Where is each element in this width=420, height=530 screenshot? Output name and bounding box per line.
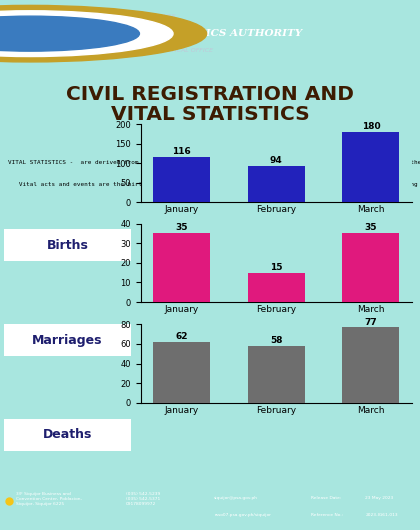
FancyBboxPatch shape [4,419,131,451]
Text: 3/F Siquijor Business and
Convention Center, Poblacion,
Siquijor, Siquijor 6225: 3/F Siquijor Business and Convention Cen… [16,492,82,506]
Text: Births: Births [47,238,89,252]
Circle shape [0,11,173,57]
Bar [248,346,304,403]
Text: PHILIPPINE STATISTICS AUTHORITY: PHILIPPINE STATISTICS AUTHORITY [80,29,302,38]
Bar [248,165,304,202]
Circle shape [0,16,139,51]
Text: Reference No.:: Reference No.: [311,513,343,517]
Text: Release Date:: Release Date: [311,496,341,500]
Bar [342,132,399,202]
Circle shape [0,5,207,62]
Bar [153,342,210,403]
Text: SIQUIJOR PROVINCIAL STATISTICAL OFFICE: SIQUIJOR PROVINCIAL STATISTICAL OFFICE [80,48,213,53]
FancyBboxPatch shape [4,324,131,356]
Text: CIVIL REGISTRATION AND: CIVIL REGISTRATION AND [66,85,354,104]
Text: 2023: 2023 [199,150,221,159]
Bar [153,233,210,302]
Text: REPUBLIC OF THE PHILIPPINES: REPUBLIC OF THE PHILIPPINES [80,14,176,19]
Text: Marriages: Marriages [32,333,103,347]
Text: 62: 62 [175,332,188,341]
Text: (035) 542-5239
(035) 542-5371
09178099972: (035) 542-5239 (035) 542-5371 0917809997… [126,492,160,506]
Text: siquijor@psa.gov.ph: siquijor@psa.gov.ph [214,496,258,500]
Text: VITAL STATISTICS -  are derived from information obtained at the time when the o: VITAL STATISTICS - are derived from info… [8,160,420,165]
Text: 58: 58 [270,336,282,345]
Text: 35: 35 [175,224,188,233]
Text: 94: 94 [270,156,283,165]
Text: 1st Quarter: 1st Quarter [147,128,273,146]
Text: 2023-IG61-013: 2023-IG61-013 [365,513,398,517]
Text: 23 May 2023: 23 May 2023 [365,496,394,500]
Bar [248,272,304,302]
Bar [342,328,399,403]
Text: Deaths: Deaths [43,428,92,441]
Text: 180: 180 [362,122,380,131]
Text: 15: 15 [270,263,282,272]
Bar [342,233,399,302]
Text: VITAL STATISTICS: VITAL STATISTICS [110,105,310,124]
Text: 35: 35 [365,224,377,233]
FancyBboxPatch shape [4,229,131,261]
Bar [153,157,210,202]
Text: Vital acts and events are the births, deaths, fetal deaths, marriages, and all s: Vital acts and events are the births, de… [8,182,420,187]
Text: 116: 116 [172,147,191,156]
Text: 77: 77 [365,317,377,326]
Text: rsso07.psa.gov.ph/siquijor: rsso07.psa.gov.ph/siquijor [214,513,271,517]
